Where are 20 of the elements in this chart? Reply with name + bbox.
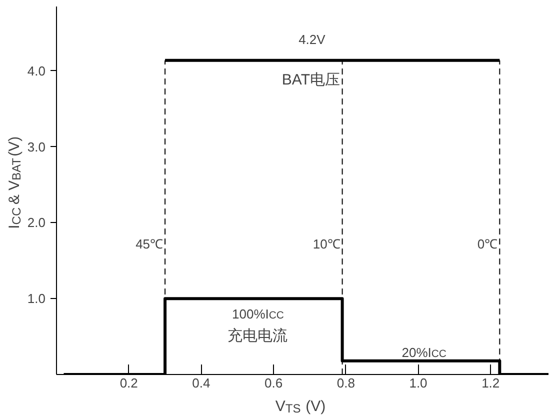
x-tick-label: 1.0 <box>409 376 428 390</box>
annotation: 20%ICC <box>402 344 447 360</box>
x-axis-title: VTS (V) <box>275 398 326 416</box>
x-tick-label: 0.8 <box>336 376 355 390</box>
annotation: 充电电流 <box>227 327 288 344</box>
annotation: BAT电压 <box>282 72 340 89</box>
x-tick-label: 0.6 <box>264 376 283 390</box>
ref-line-label: 0℃ <box>477 236 498 252</box>
y-tick-label: 4.0 <box>27 63 46 78</box>
annotation: 100%ICC <box>232 306 284 322</box>
ref-line-label: 10℃ <box>312 236 340 252</box>
y-tick-label: 1.0 <box>27 291 46 306</box>
x-tick-label: 0.2 <box>120 376 138 390</box>
ref-line-label: 45℃ <box>136 236 164 252</box>
x-tick-label: 0.4 <box>192 376 210 390</box>
y-tick-label: 3.0 <box>27 139 46 154</box>
x-tick-label: 1.2 <box>482 376 500 390</box>
y-axis-title: ICC & VBAT(V) <box>6 136 24 229</box>
annotation: 4.2V <box>298 32 326 48</box>
y-tick-label: 2.0 <box>27 215 46 230</box>
